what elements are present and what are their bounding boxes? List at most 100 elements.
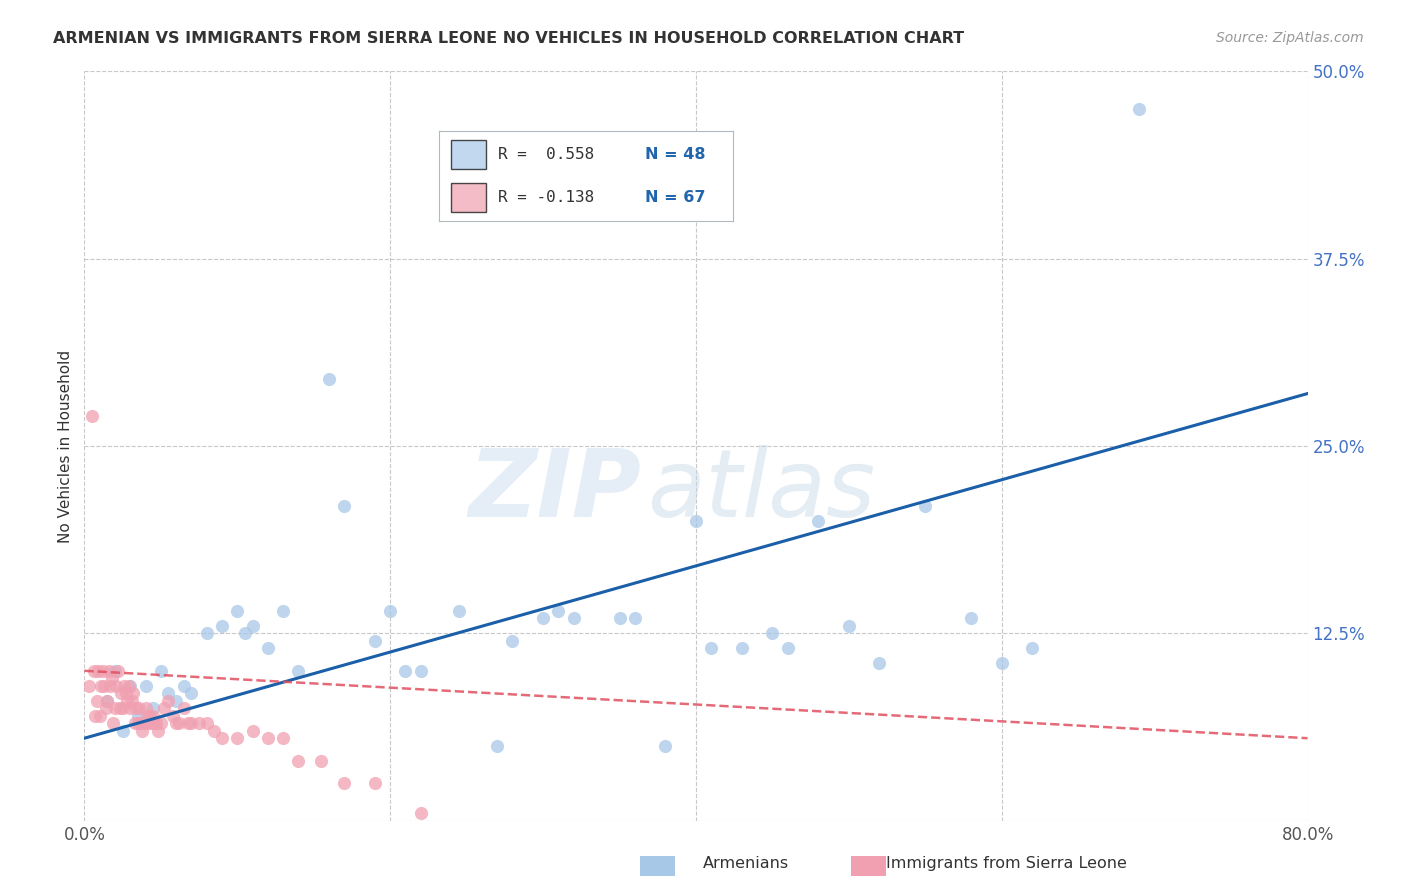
- Point: [157, 694, 180, 708]
- Point: [105, 679, 128, 693]
- Point: [122, 686, 145, 700]
- Point: [96, 694, 118, 708]
- Point: [142, 708, 165, 723]
- Point: [624, 611, 647, 625]
- Point: [991, 657, 1014, 671]
- Point: [180, 686, 202, 700]
- Point: [118, 679, 141, 693]
- Point: [211, 619, 233, 633]
- Point: [165, 694, 187, 708]
- Text: Source: ZipAtlas.com: Source: ZipAtlas.com: [1216, 31, 1364, 45]
- Point: [394, 664, 416, 678]
- Text: ZIP: ZIP: [468, 445, 641, 537]
- Point: [101, 671, 124, 685]
- Y-axis label: No Vehicles in Household: No Vehicles in Household: [58, 350, 73, 542]
- Point: [125, 701, 148, 715]
- Point: [115, 694, 138, 708]
- Point: [562, 611, 585, 625]
- Point: [94, 701, 117, 715]
- Text: Armenians: Armenians: [703, 856, 789, 871]
- Point: [93, 679, 115, 693]
- Point: [135, 679, 157, 693]
- Point: [761, 626, 783, 640]
- Point: [132, 716, 155, 731]
- Point: [104, 664, 127, 678]
- Point: [287, 754, 309, 768]
- Point: [139, 708, 162, 723]
- Point: [869, 657, 891, 671]
- Point: [257, 641, 280, 656]
- Point: [202, 723, 225, 738]
- Point: [700, 641, 723, 656]
- Point: [80, 409, 103, 423]
- Point: [84, 708, 107, 723]
- Point: [333, 776, 356, 790]
- Text: Immigrants from Sierra Leone: Immigrants from Sierra Leone: [886, 856, 1126, 871]
- Point: [167, 716, 190, 731]
- Point: [86, 694, 108, 708]
- Point: [128, 701, 150, 715]
- Point: [112, 679, 135, 693]
- Point: [654, 739, 676, 753]
- Point: [226, 731, 249, 746]
- Point: [136, 708, 159, 723]
- Point: [146, 723, 169, 738]
- Point: [447, 604, 470, 618]
- Point: [409, 664, 432, 678]
- Point: [89, 708, 111, 723]
- Point: [121, 694, 143, 708]
- Point: [195, 716, 218, 731]
- Point: [318, 371, 340, 385]
- Point: [114, 686, 136, 700]
- Point: [271, 731, 294, 746]
- Point: [486, 739, 509, 753]
- Point: [271, 604, 294, 618]
- Point: [149, 716, 172, 731]
- Point: [211, 731, 233, 746]
- Point: [685, 514, 707, 528]
- Point: [1021, 641, 1043, 656]
- Point: [107, 664, 129, 678]
- Point: [111, 701, 134, 715]
- Point: [364, 633, 387, 648]
- Point: [91, 664, 114, 678]
- Point: [914, 499, 936, 513]
- Point: [609, 611, 631, 625]
- Point: [157, 686, 180, 700]
- Point: [142, 701, 165, 715]
- Point: [409, 806, 432, 821]
- Text: atlas: atlas: [647, 445, 876, 536]
- Point: [87, 664, 110, 678]
- Point: [242, 723, 264, 738]
- Point: [333, 499, 356, 513]
- Point: [731, 641, 754, 656]
- Point: [960, 611, 983, 625]
- Point: [104, 701, 127, 715]
- Point: [120, 679, 142, 693]
- Point: [257, 731, 280, 746]
- Point: [135, 701, 157, 715]
- Point: [96, 694, 118, 708]
- Point: [242, 619, 264, 633]
- Point: [127, 708, 149, 723]
- Point: [177, 716, 200, 731]
- Point: [83, 664, 105, 678]
- Point: [111, 723, 134, 738]
- Point: [127, 716, 149, 731]
- Point: [364, 776, 387, 790]
- Point: [90, 679, 112, 693]
- Point: [110, 686, 132, 700]
- Point: [547, 604, 569, 618]
- Point: [149, 664, 172, 678]
- Point: [145, 716, 167, 731]
- Point: [188, 716, 211, 731]
- Point: [233, 626, 256, 640]
- Point: [311, 754, 333, 768]
- Point: [108, 701, 131, 715]
- Point: [838, 619, 860, 633]
- Point: [287, 664, 309, 678]
- Point: [153, 701, 176, 715]
- Point: [165, 716, 187, 731]
- Point: [143, 716, 166, 731]
- Text: ARMENIAN VS IMMIGRANTS FROM SIERRA LEONE NO VEHICLES IN HOUSEHOLD CORRELATION CH: ARMENIAN VS IMMIGRANTS FROM SIERRA LEONE…: [53, 31, 965, 46]
